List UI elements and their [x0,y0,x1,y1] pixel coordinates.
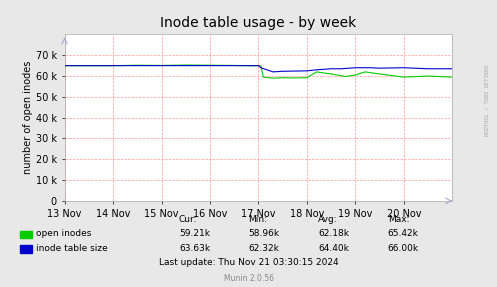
Text: Cur:: Cur: [179,215,197,224]
Text: RRDTOOL / TOBI OETIKER: RRDTOOL / TOBI OETIKER [485,65,490,136]
Text: 65.42k: 65.42k [388,229,418,238]
Text: Avg:: Avg: [318,215,337,224]
Text: Munin 2.0.56: Munin 2.0.56 [224,274,273,283]
Text: Min:: Min: [248,215,267,224]
Y-axis label: number of open inodes: number of open inodes [23,61,33,174]
Text: 66.00k: 66.00k [388,244,419,253]
Text: 63.63k: 63.63k [179,244,210,253]
Text: 62.18k: 62.18k [318,229,349,238]
Text: open inodes: open inodes [36,229,91,238]
Text: 62.32k: 62.32k [248,244,279,253]
Bar [20,245,32,253]
Text: Max:: Max: [388,215,409,224]
Title: Inode table usage - by week: Inode table usage - by week [161,16,356,30]
Text: Last update: Thu Nov 21 03:30:15 2024: Last update: Thu Nov 21 03:30:15 2024 [159,258,338,267]
Text: 64.40k: 64.40k [318,244,349,253]
Text: 58.96k: 58.96k [248,229,280,238]
Bar [20,231,32,238]
Text: inode table size: inode table size [36,244,107,253]
Text: 59.21k: 59.21k [179,229,210,238]
